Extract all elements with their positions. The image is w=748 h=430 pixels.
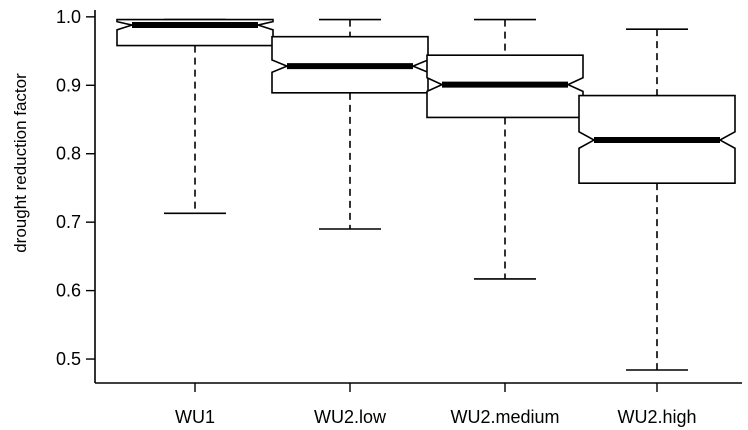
box-WU2.high xyxy=(578,28,736,371)
plot-area: 0.5 0.6 0.7 0.8 0.9 1.0 WU1 WU2.low WU2.medium WU… xyxy=(56,7,742,427)
y-axis-title: drought reduction factor xyxy=(11,73,30,253)
x-tick-label: WU2.medium xyxy=(450,407,559,427)
y-tick-label: 0.7 xyxy=(56,212,81,232)
box-WU1 xyxy=(116,18,274,215)
y-tick-label: 0.5 xyxy=(56,349,81,369)
x-tick-label: WU2.low xyxy=(314,407,387,427)
box-WU2.low xyxy=(271,18,429,230)
y-tick-label: 0.9 xyxy=(56,75,81,95)
x-tick-label: WU1 xyxy=(175,407,215,427)
y-tick-label: 0.8 xyxy=(56,144,81,164)
y-tick-label: 1.0 xyxy=(56,7,81,27)
x-tick-label: WU2.high xyxy=(617,407,696,427)
y-tick-label: 0.6 xyxy=(56,281,81,301)
box-WU2.medium xyxy=(426,18,584,280)
